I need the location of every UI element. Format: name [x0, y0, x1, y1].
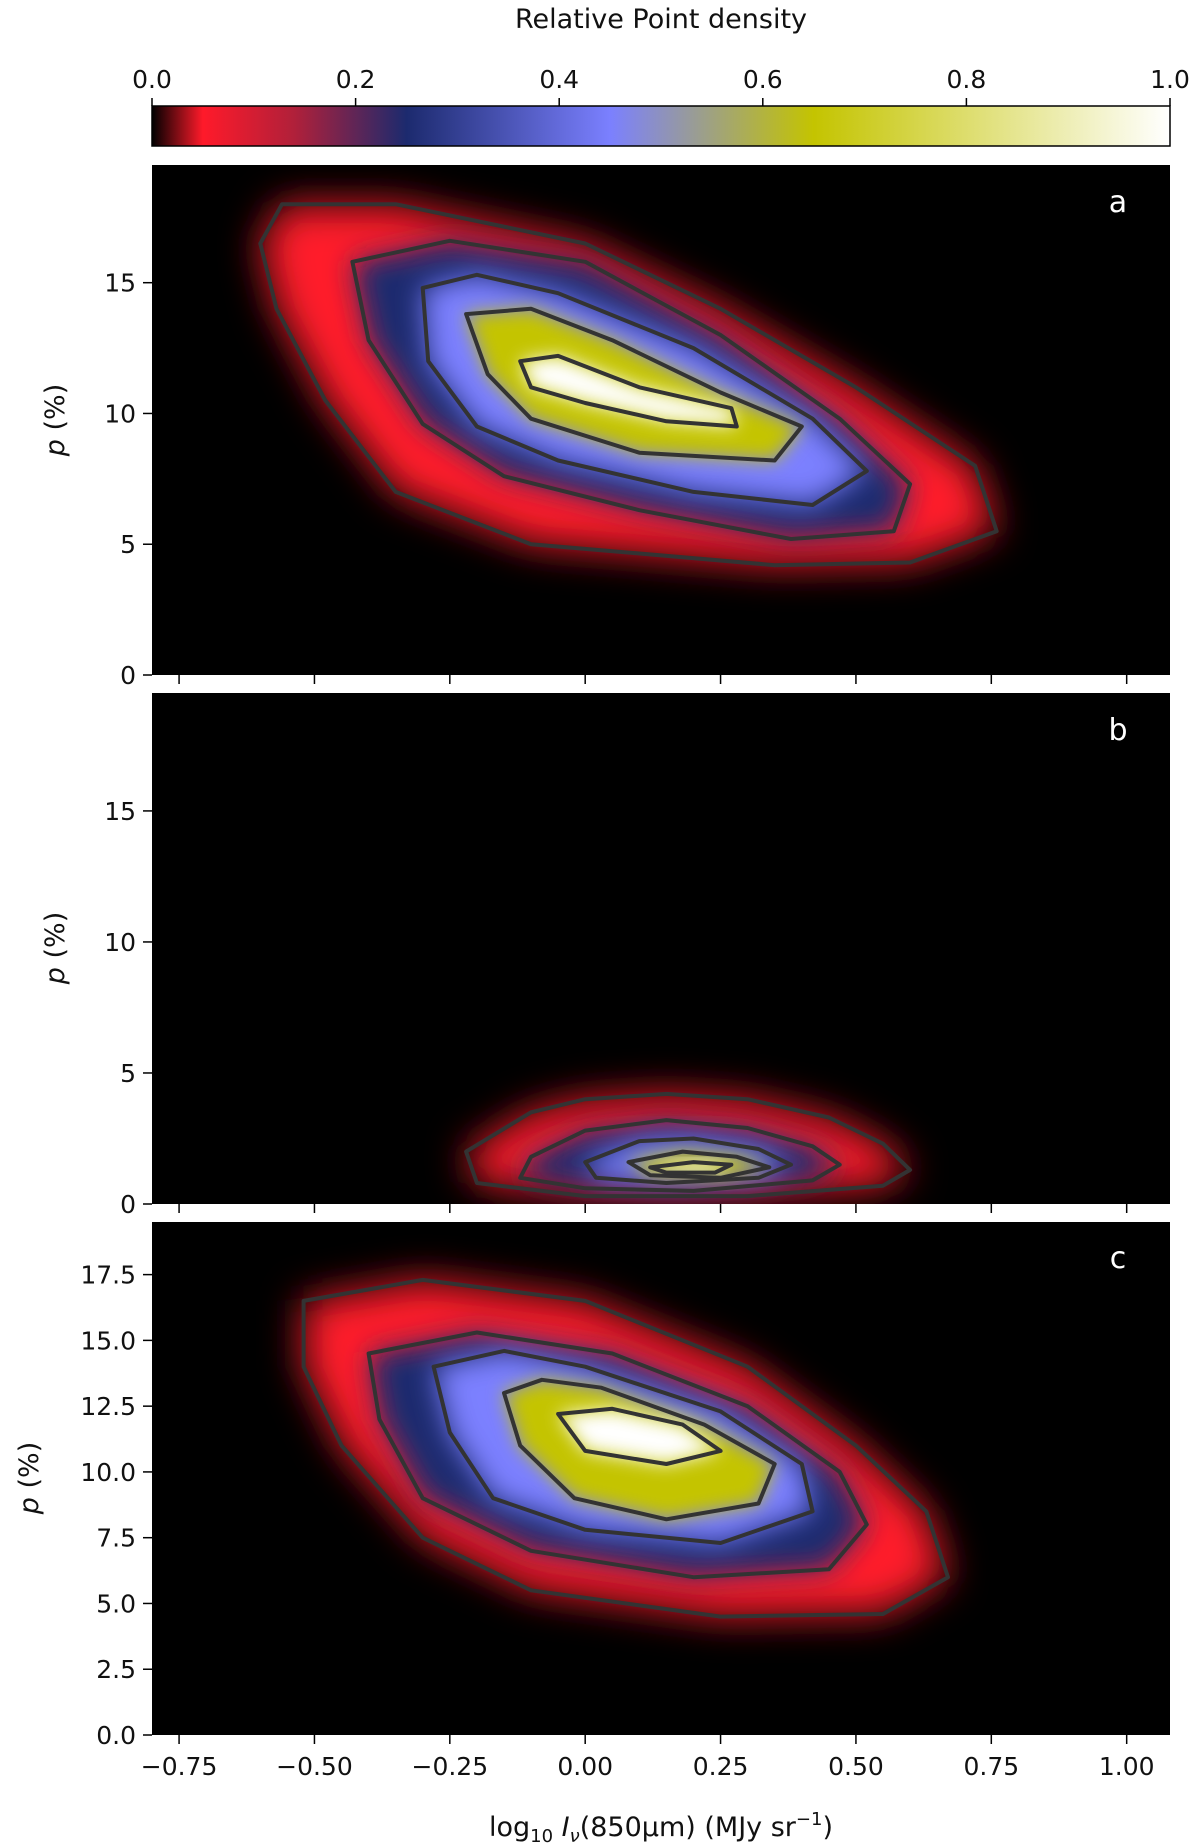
- x-tick-label: 0.75: [963, 1752, 1019, 1781]
- colorbar-tick-label: 0.0: [132, 65, 172, 94]
- contour-line-1: [258, 202, 999, 568]
- panel-c-contours: [301, 1277, 950, 1619]
- colorbar-ticks: 0.0 0.2 0.4 0.6 0.8 1.0: [132, 65, 1190, 106]
- x-tick-label: 0.50: [828, 1752, 884, 1781]
- x-tick-label: 1.00: [1099, 1752, 1155, 1781]
- panel-a-y-label: p (%): [40, 384, 71, 457]
- y-tick-label: 0.0: [96, 1721, 136, 1750]
- colorbar-tick-label: 0.8: [947, 65, 987, 94]
- panel-b-x-ticks: [178, 1204, 1128, 1213]
- colorbar-gradient: [151, 105, 1171, 147]
- colorbar-tick-label: 0.6: [743, 65, 783, 94]
- y-tick-label: 15.0: [80, 1326, 136, 1355]
- panel-c-letter: c: [1110, 1241, 1127, 1276]
- contour-line-2: [366, 1330, 869, 1580]
- panel-b-contours: [464, 1091, 913, 1199]
- panel-a-letter: a: [1109, 185, 1127, 220]
- density-level-5: [520, 355, 737, 427]
- panel-a-contours: [258, 202, 999, 568]
- panel-c: c 0.0 2.5 5.0 7.5 10.0 12.5 15.0 17.5 −0.75 −0.5…: [14, 1222, 1170, 1781]
- y-tick-label: 0: [120, 1190, 136, 1219]
- y-tick-label: 10: [104, 928, 136, 957]
- x-tick-label: −0.25: [412, 1752, 489, 1781]
- panel-b-letter: b: [1108, 713, 1127, 748]
- panel-a-x-ticks: [178, 675, 1128, 684]
- panel-a-y-ticks: 0 5 10 15: [104, 269, 152, 690]
- panel-b-y-ticks: 0 5 10 15: [104, 797, 152, 1219]
- colorbar-tick-label: 0.4: [539, 65, 579, 94]
- x-tick-label: 0.25: [693, 1752, 749, 1781]
- y-tick-label: 15: [104, 269, 136, 298]
- y-tick-label: 12.5: [80, 1392, 136, 1421]
- contour-line-5: [648, 1160, 734, 1175]
- contour-line-2: [518, 1118, 842, 1193]
- panel-b: b 0 5 10 15 p (%): [40, 693, 1170, 1219]
- contour-line-2: [350, 238, 913, 541]
- contour-line-1: [301, 1277, 950, 1619]
- y-tick-label: 17.5: [80, 1261, 136, 1290]
- panel-c-x-ticks: −0.75 −0.50 −0.25 0.00 0.25 0.50 0.75 1.00: [141, 1735, 1155, 1781]
- contour-line-3: [420, 272, 869, 507]
- panel-c-y-ticks: 0.0 2.5 5.0 7.5 10.0 12.5 15.0 17.5: [80, 1261, 152, 1750]
- contour-line-5: [556, 1406, 723, 1466]
- y-tick-label: 5.0: [96, 1589, 136, 1618]
- y-tick-label: 15: [104, 797, 136, 826]
- panel-c-y-label: p (%): [14, 1442, 45, 1515]
- x-tick-label: −0.75: [141, 1752, 218, 1781]
- x-axis-label: log10 Iν(850μm) (MJy sr−1): [489, 1809, 833, 1847]
- x-tick-label: 0.00: [557, 1752, 613, 1781]
- y-tick-label: 10.0: [80, 1458, 136, 1487]
- x-tick-label: −0.50: [276, 1752, 353, 1781]
- y-tick-label: 0: [120, 661, 136, 690]
- contour-line-5: [518, 353, 739, 429]
- contour-line-4: [464, 306, 804, 463]
- colorbar-tick-label: 0.2: [336, 65, 376, 94]
- y-tick-label: 5: [120, 1059, 136, 1088]
- contour-line-4: [502, 1377, 777, 1522]
- contour-line-3: [583, 1136, 793, 1185]
- colorbar-label: Relative Point density: [515, 4, 807, 35]
- y-tick-label: 2.5: [96, 1655, 136, 1684]
- colorbar-tick-label: 1.0: [1150, 65, 1190, 94]
- density-level-5: [558, 1408, 721, 1464]
- panel-b-y-label: p (%): [40, 912, 71, 985]
- contour-line-4: [626, 1149, 772, 1180]
- y-tick-label: 5: [120, 530, 136, 559]
- colorbar: Relative Point density 0.0 0.2 0.4 0.6 0.8 1.…: [132, 4, 1190, 147]
- y-tick-label: 10: [104, 399, 136, 428]
- panel-a: a 0 5 10 15 p (%): [40, 165, 1170, 690]
- contour-line-3: [431, 1348, 815, 1545]
- contour-line-1: [464, 1091, 913, 1199]
- y-tick-label: 7.5: [96, 1524, 136, 1553]
